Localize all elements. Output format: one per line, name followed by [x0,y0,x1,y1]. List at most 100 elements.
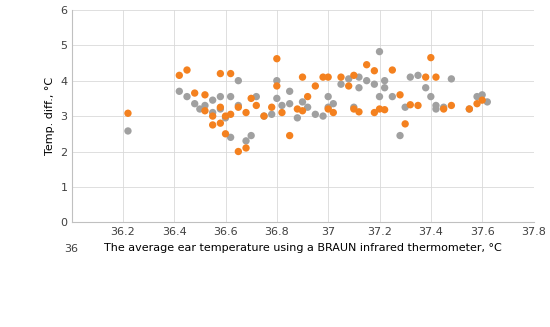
Tbraun -right [260,113,268,119]
Tbraun -right [278,103,287,108]
Tbraun-left [190,91,199,96]
Tbraun-left [247,96,256,101]
Tbraun -right [414,73,422,78]
Tbraun-left [375,106,384,112]
Tbraun -right [380,85,389,90]
Tbraun -right [190,101,199,106]
Text: 36: 36 [64,244,79,254]
Tbraun -right [293,115,302,120]
Tbraun -right [401,105,410,110]
Tbraun-left [208,122,217,128]
Tbraun -right [318,113,327,119]
Tbraun -right [226,94,235,99]
Tbraun -right [285,101,294,106]
Tbraun-left [226,71,235,76]
Tbraun -right [272,96,281,101]
Tbraun-left [472,101,481,106]
Tbraun -right [465,106,474,112]
Tbraun-left [465,106,474,112]
Tbraun -right [226,135,235,140]
Tbraun-left [370,68,379,73]
Tbraun -right [208,97,217,103]
Tbraun-left [234,105,243,110]
Tbraun-left [337,75,345,80]
Tbraun -right [344,76,353,81]
Tbraun -right [208,110,217,115]
Tbraun-left [241,110,250,115]
Tbraun -right [478,92,487,97]
Tbraun-left [414,103,422,108]
Tbraun -right [426,94,435,99]
Tbraun-left [267,105,276,110]
Tbraun-left [201,108,210,113]
Tbraun-left [272,83,281,89]
Tbraun -right [324,94,333,99]
Tbraun -right [234,78,243,83]
Tbraun -right [247,133,256,138]
Tbraun-left [221,113,230,119]
Tbraun -right [483,99,492,105]
Tbraun-left [208,113,217,119]
Tbraun-left [252,103,261,108]
Y-axis label: Temp. diff., °C: Temp. diff., °C [45,77,54,155]
Tbraun-left [183,67,191,73]
Tbraun-left [395,92,404,97]
Tbraun -right [285,89,294,94]
Tbraun-left [349,73,358,78]
Tbraun-left [234,149,243,154]
Tbraun -right [432,103,441,108]
Tbraun-left [447,103,456,108]
Tbraun-left [272,56,281,61]
Tbraun-left [293,106,302,112]
Tbraun -right [216,106,225,112]
Tbraun-left [355,109,364,114]
Tbraun-left [201,92,210,97]
Tbraun -right [432,106,441,112]
Tbraun-left [216,105,225,110]
Tbraun-left [311,83,320,89]
Tbraun-left [216,71,225,76]
Tbraun-left [318,75,327,80]
Tbraun-left [278,110,287,115]
Tbraun -right [355,85,364,90]
Tbraun-left [303,94,312,99]
Tbraun -right [201,103,210,108]
Tbraun -right [337,81,345,87]
Tbraun -right [472,94,481,99]
Tbraun-left [344,83,353,89]
Tbraun-left [439,106,448,112]
Tbraun-left [285,133,294,138]
Tbraun -right [267,112,276,117]
Tbraun -right [272,78,281,83]
Tbraun-left [426,55,435,60]
Tbraun-left [362,62,371,67]
Tbraun -right [380,78,389,83]
Tbraun -right [395,133,404,138]
Tbraun -right [216,94,225,99]
Tbraun -right [362,78,371,83]
Tbraun-left [175,73,184,78]
Tbraun -right [447,76,456,81]
Tbraun-left [370,110,379,115]
Tbraun-left [216,121,225,126]
Tbraun-left [324,106,333,112]
Tbraun -right [298,99,307,105]
Tbraun-left [260,113,268,119]
Tbraun -right [406,75,415,80]
X-axis label: The average ear temperature using a BRAUN infrared thermometer, °C: The average ear temperature using a BRAU… [103,244,502,253]
Tbraun-left [388,67,397,73]
Tbraun -right [221,115,230,120]
Tbraun-left [298,75,307,80]
Tbraun-left [349,106,358,112]
Tbraun -right [375,49,384,54]
Tbraun-left [298,108,307,113]
Tbraun -right [375,94,384,99]
Tbraun-left [329,110,338,115]
Tbraun -right [324,105,333,110]
Tbraun -right [124,129,133,134]
Tbraun -right [234,103,243,108]
Tbraun -right [370,81,379,87]
Tbraun-left [432,75,441,80]
Tbraun -right [349,105,358,110]
Tbraun-left [406,102,415,107]
